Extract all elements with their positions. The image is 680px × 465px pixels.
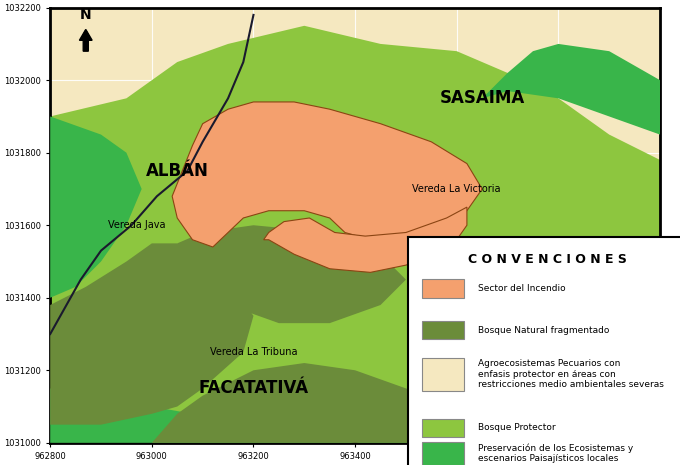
Text: FACATATIVÁ: FACATATIVÁ [199,379,309,398]
Text: Agroecosistemas Pecuarios con
enfasis protector en áreas con
restricciones medio: Agroecosistemas Pecuarios con enfasis pr… [477,359,664,389]
Polygon shape [50,116,141,298]
Text: N: N [80,8,92,22]
Polygon shape [172,102,482,247]
Text: SASAIMA: SASAIMA [439,89,525,107]
FancyArrow shape [80,29,92,51]
Polygon shape [50,243,254,425]
Polygon shape [482,44,660,134]
Text: Bosque Protector: Bosque Protector [477,423,556,432]
Text: Preservación de los Ecosistemas y
escenarios Paisajísticos locales: Preservación de los Ecosistemas y escena… [477,444,633,463]
Text: Bosque Natural fragmentado: Bosque Natural fragmentado [477,326,609,335]
Text: ALBÁN: ALBÁN [146,162,209,180]
FancyBboxPatch shape [422,279,464,298]
Polygon shape [152,363,660,443]
Polygon shape [264,207,467,272]
FancyBboxPatch shape [422,321,464,339]
Text: Vereda La Tribuna: Vereda La Tribuna [209,347,297,357]
Text: C O N V E N C I O N E S: C O N V E N C I O N E S [468,253,627,266]
Polygon shape [50,26,660,443]
FancyBboxPatch shape [422,358,464,391]
Text: Sector del Incendio: Sector del Incendio [477,284,565,293]
Polygon shape [50,388,660,443]
FancyBboxPatch shape [422,418,464,437]
Text: Vereda Java: Vereda Java [108,220,165,230]
Polygon shape [177,225,406,323]
Text: Vereda La Victoria: Vereda La Victoria [413,184,501,194]
FancyBboxPatch shape [422,442,464,465]
